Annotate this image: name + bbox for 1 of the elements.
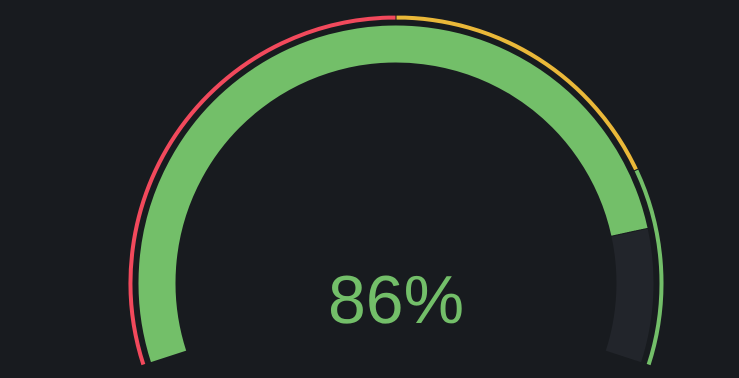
text: 86% — [328, 262, 464, 338]
